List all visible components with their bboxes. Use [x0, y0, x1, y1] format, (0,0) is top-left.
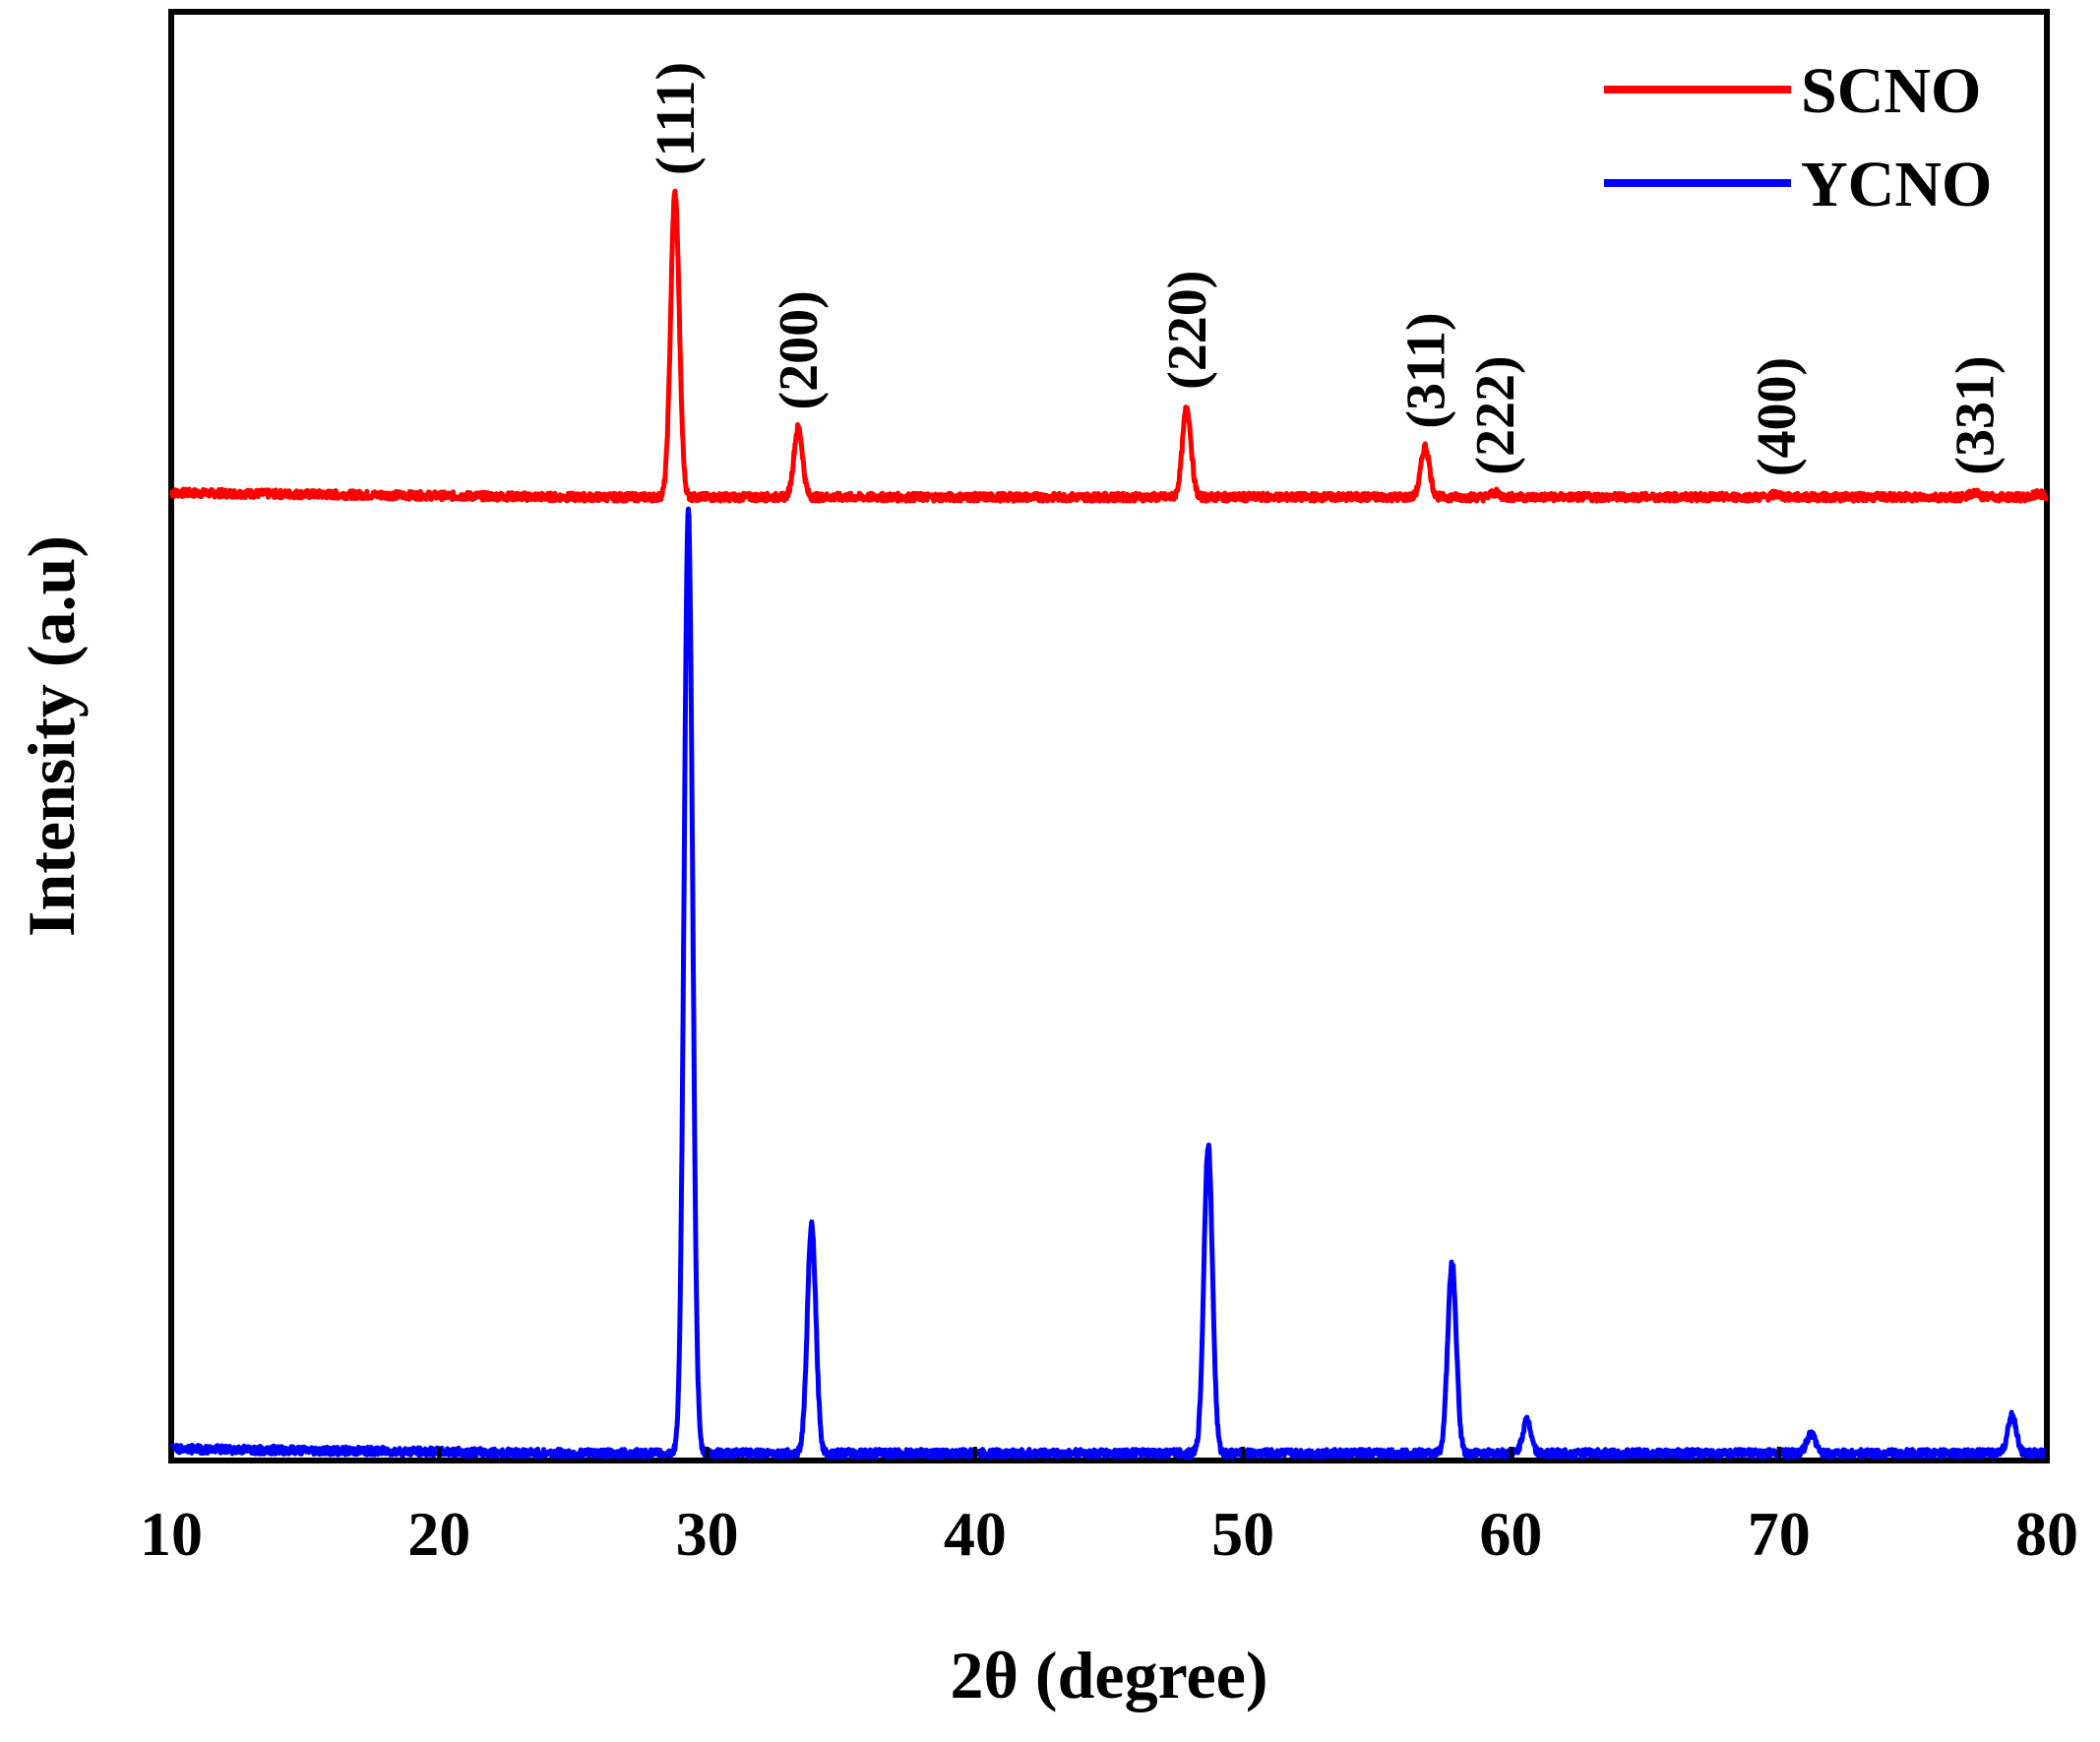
series-line-scno — [169, 188, 2049, 504]
peak-label: (220) — [1157, 271, 1218, 390]
legend: SCNO YCNO — [1604, 55, 1992, 220]
peak-label: (200) — [769, 290, 830, 409]
peak-label: (111) — [646, 62, 707, 175]
legend-label-scno: SCNO — [1801, 55, 1981, 127]
x-tick-label: 40 — [944, 1499, 1007, 1569]
x-tick-label: 10 — [140, 1499, 203, 1569]
peak-label: (331) — [1945, 355, 2006, 474]
x-tick-label: 30 — [676, 1499, 739, 1569]
series-line-ycno — [169, 506, 2050, 1461]
x-tick-label: 50 — [1211, 1499, 1274, 1569]
peak-label: (222) — [1465, 355, 1526, 474]
x-tick-label: 80 — [2015, 1499, 2078, 1569]
x-axis: 10 20 30 40 50 60 70 80 — [140, 1447, 2078, 1569]
peak-labels: (111) (200) (220) (311) (222) (400) (331) — [646, 62, 2007, 476]
x-axis-title: 2θ (degree) — [950, 1638, 1267, 1712]
x-tick-label: 60 — [1479, 1499, 1542, 1569]
x-tick-label: 20 — [407, 1499, 470, 1569]
peak-label: (311) — [1395, 312, 1456, 428]
traces — [169, 188, 2050, 1461]
peak-label: (400) — [1747, 357, 1808, 476]
y-axis-title: Intensity (a.u) — [14, 535, 89, 937]
x-tick-label: 70 — [1748, 1499, 1811, 1569]
legend-label-ycno: YCNO — [1801, 149, 1992, 220]
plot-frame — [168, 9, 2050, 1463]
